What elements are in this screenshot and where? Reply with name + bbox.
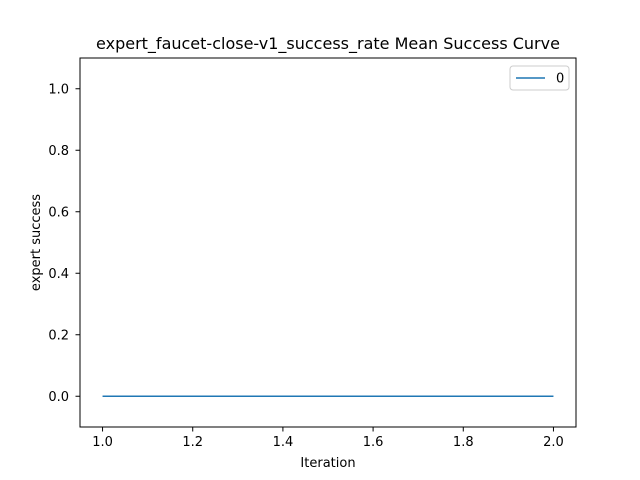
y-tick-label: 0.6 <box>48 205 69 220</box>
x-tick-label: 2.0 <box>543 435 564 450</box>
axes-background <box>80 58 576 427</box>
x-tick-label: 1.4 <box>273 435 294 450</box>
y-tick-label: 1.0 <box>48 82 69 97</box>
x-tick-label: 1.0 <box>92 435 113 450</box>
x-tick-label: 1.6 <box>363 435 384 450</box>
axes-frame <box>79 57 577 428</box>
y-axis: 0.0 0.2 0.4 0.6 0.8 1.0 <box>48 82 80 405</box>
x-tick-label: 1.2 <box>182 435 203 450</box>
x-axis-label: Iteration <box>300 456 355 471</box>
legend-entry-label: 0 <box>556 72 564 87</box>
plot-area <box>80 58 576 427</box>
y-axis-label: expert success <box>29 194 44 291</box>
chart-title: expert_faucet-close-v1_success_rate Mean… <box>96 34 560 54</box>
x-axis: 1.0 1.2 1.4 1.6 1.8 2.0 <box>92 427 564 450</box>
y-tick-label: 0.2 <box>48 328 69 343</box>
x-tick-label: 1.8 <box>453 435 474 450</box>
y-tick-label: 0.0 <box>48 390 69 405</box>
y-tick-label: 0.4 <box>48 267 69 282</box>
y-tick-label: 0.8 <box>48 144 69 159</box>
legend: 0 <box>509 65 570 91</box>
